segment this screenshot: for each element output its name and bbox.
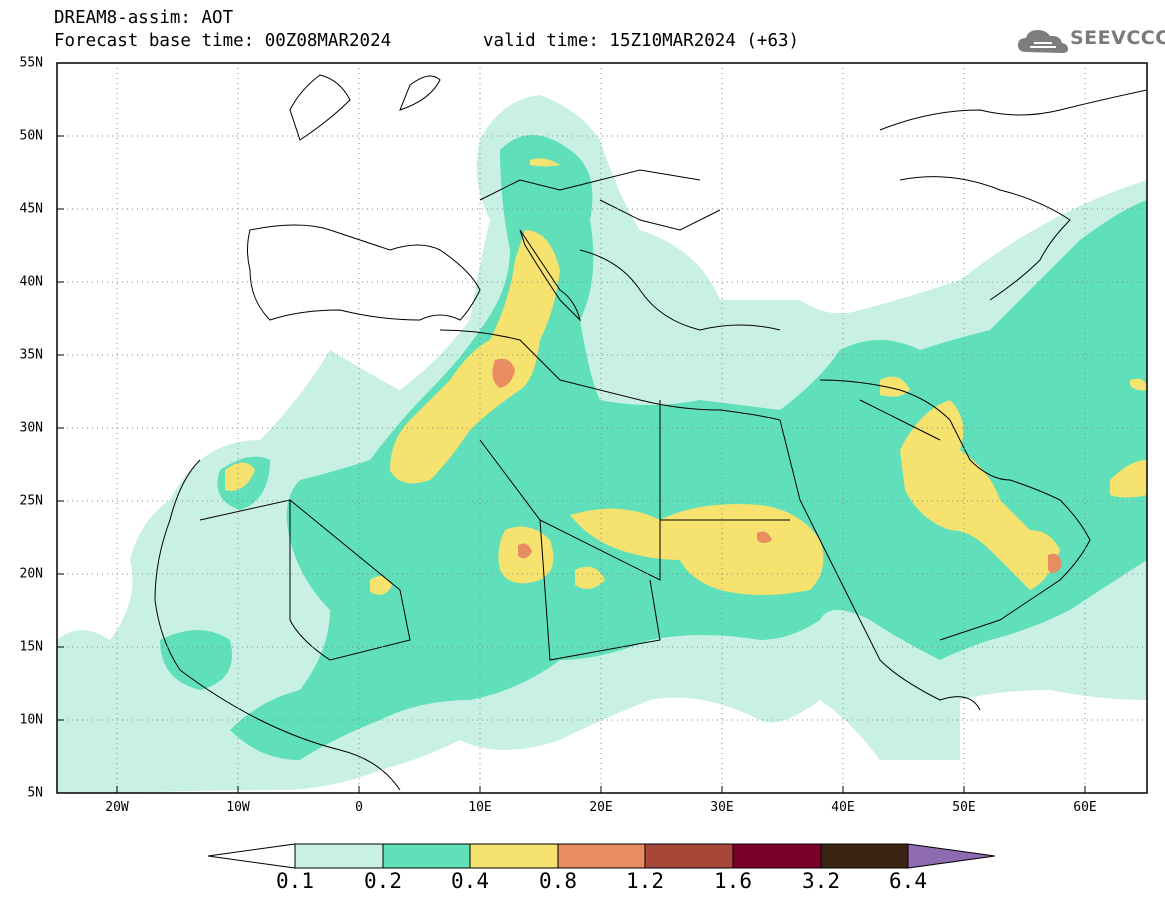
colorbar [207, 843, 996, 869]
valid-time: valid time: 15Z10MAR2024 (+63) [483, 31, 800, 51]
colorbar-label: 3.2 [802, 869, 840, 893]
lon-label: 60E [1073, 800, 1097, 815]
colorbar-label: 6.4 [889, 869, 927, 893]
colorbar-label: 1.2 [626, 869, 664, 893]
lat-label: 25N [19, 493, 43, 509]
lat-label: 5N [27, 785, 43, 801]
colorbar-swatch-2 [469, 843, 559, 869]
colorbar-label: 0.4 [451, 869, 489, 893]
aot-contours [57, 74, 1147, 793]
lat-label: 10N [19, 712, 43, 728]
lat-label: 35N [19, 347, 43, 363]
lon-label: 20W [105, 800, 129, 815]
lat-label: 55N [19, 55, 43, 71]
colorbar-label: 0.1 [276, 869, 314, 893]
colorbar-swatch-1 [382, 843, 471, 869]
lon-label: 10E [468, 800, 492, 815]
aot-band-0-4 [225, 158, 1147, 595]
aot-band-0-8 [492, 358, 1062, 574]
map-grid [57, 63, 1147, 793]
colorbar-swatch-0 [294, 843, 384, 869]
axis-ticks [57, 135, 1086, 793]
forecast-base-time: Forecast base time: 00Z08MAR2024 [54, 31, 392, 51]
colorbar-low-arrow [207, 843, 296, 869]
lon-label: 50E [952, 800, 976, 815]
colorbar-swatch-3 [557, 843, 646, 869]
lon-label: 10W [226, 800, 250, 815]
coastlines [154, 74, 1147, 791]
lat-label: 30N [19, 420, 43, 436]
logo-text: SEEVCCC [1070, 27, 1165, 49]
lat-label: 50N [19, 128, 43, 144]
colorbar-label: 0.8 [539, 869, 577, 893]
lat-label: 45N [19, 201, 43, 217]
colorbar-swatch-4 [644, 843, 734, 869]
cloud-icon [1018, 30, 1068, 53]
colorbar-label: 1.6 [714, 869, 752, 893]
lon-label: 40E [831, 800, 855, 815]
lon-label: 30E [710, 800, 734, 815]
lat-label: 20N [19, 566, 43, 582]
colorbar-high-arrow [907, 843, 996, 869]
lat-label: 40N [19, 274, 43, 290]
map-title: DREAM8-assim: AOT [54, 8, 234, 28]
colorbar-label: 0.2 [364, 869, 402, 893]
lon-label: 0 [355, 800, 363, 815]
lat-label: 15N [19, 639, 43, 655]
lon-label: 20E [589, 800, 613, 815]
colorbar-swatch-5 [732, 843, 822, 869]
colorbar-swatch-6 [820, 843, 909, 869]
